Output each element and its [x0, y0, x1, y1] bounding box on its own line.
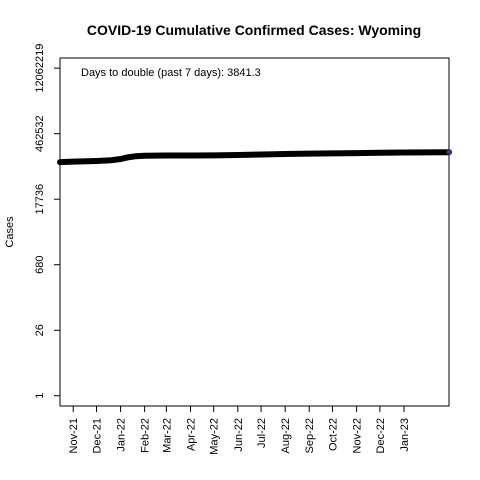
series-endpoint — [446, 149, 452, 155]
y-tick-label: 1 — [34, 393, 46, 399]
y-tick-label: 462532 — [34, 115, 46, 152]
x-tick-label: May-22 — [209, 418, 221, 455]
y-axis-label: Cases — [4, 216, 16, 248]
chart-title: COVID-19 Cumulative Confirmed Cases: Wyo… — [87, 22, 421, 38]
x-tick-label: Jan-23 — [399, 418, 411, 452]
plot-frame — [59, 57, 450, 407]
series-line — [57, 149, 452, 166]
x-tick-label: Feb-22 — [140, 418, 152, 453]
x-tick-label: Jan-22 — [116, 418, 128, 452]
doubling-annotation: Days to double (past 7 days): 3841.3 — [81, 67, 261, 79]
y-tick-label: 17736 — [34, 184, 46, 215]
x-tick-label: Nov-22 — [352, 418, 364, 453]
x-tick-label: Dec-21 — [91, 418, 103, 453]
y-tick-label: 680 — [34, 256, 46, 274]
x-tick-label: Jul-22 — [256, 418, 268, 448]
x-tick-label: Nov-21 — [68, 418, 80, 453]
x-tick-label: Jun-22 — [233, 418, 245, 452]
y-tick-label: 12062219 — [34, 44, 46, 93]
y-tick-label: 26 — [34, 324, 46, 336]
x-tick-label: Dec-22 — [375, 418, 387, 453]
series-layer — [57, 149, 452, 166]
x-tick-label: Oct-22 — [328, 418, 340, 451]
x-tick-label: Apr-22 — [185, 418, 197, 451]
y-axis: 1 26 680 17736 462532 12062219 — [34, 44, 60, 399]
x-axis: Nov-21 Dec-21 Jan-22 Feb-22 Mar-22 Apr-22 May-… — [68, 406, 411, 455]
x-tick-label: Aug-22 — [280, 418, 292, 453]
x-tick-label: Sep-22 — [304, 418, 316, 453]
x-tick-label: Mar-22 — [161, 418, 173, 453]
